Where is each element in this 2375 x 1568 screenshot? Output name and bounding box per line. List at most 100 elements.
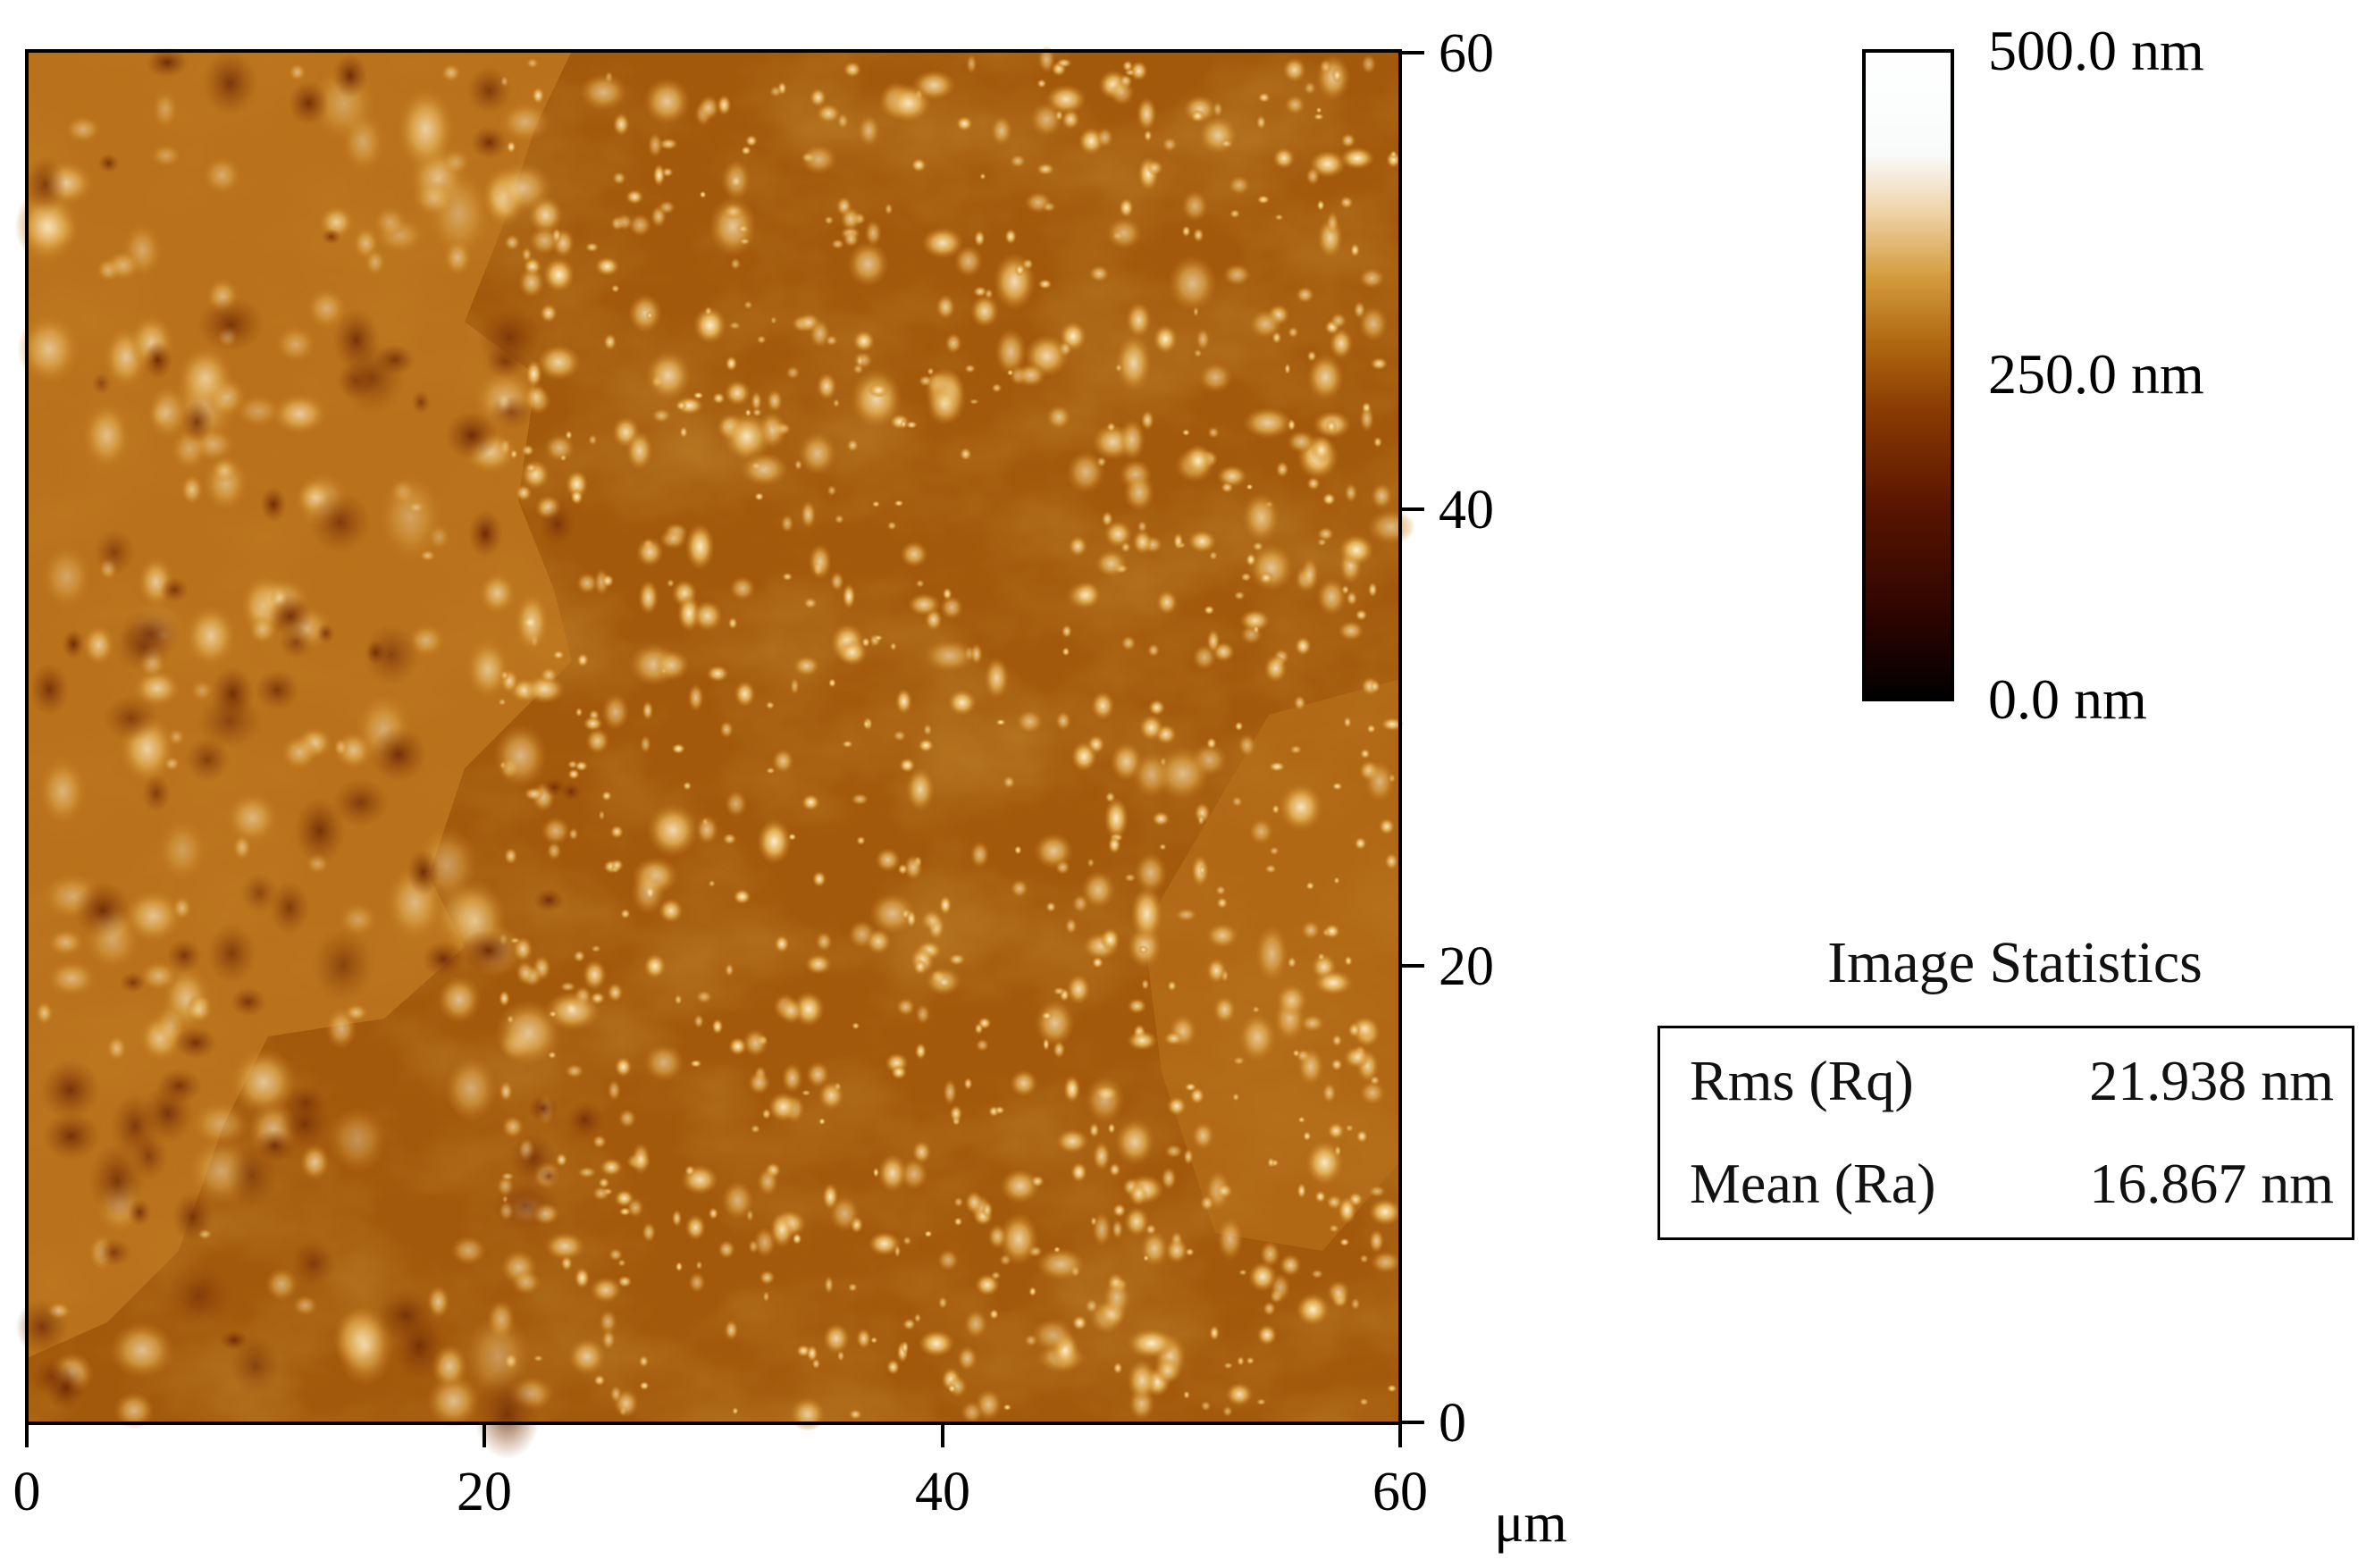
afm-grain bbox=[843, 231, 860, 247]
afm-grain bbox=[1233, 591, 1246, 600]
afm-grain bbox=[936, 294, 956, 320]
afm-grain bbox=[1350, 1297, 1361, 1311]
afm-grain bbox=[717, 94, 732, 116]
afm-grain bbox=[325, 1007, 357, 1050]
afm-grain bbox=[690, 1059, 702, 1068]
afm-grain bbox=[541, 817, 571, 845]
afm-grain bbox=[1317, 526, 1335, 541]
afm-pit bbox=[141, 774, 172, 813]
afm-grain bbox=[1144, 130, 1153, 142]
afm-grain bbox=[751, 390, 762, 412]
afm-grain bbox=[868, 382, 889, 398]
afm-grain bbox=[947, 689, 977, 716]
afm-grain bbox=[1238, 1012, 1277, 1062]
afm-grain bbox=[1213, 101, 1223, 118]
afm-grain bbox=[1122, 60, 1133, 72]
afm-grain bbox=[659, 898, 684, 924]
afm-grain bbox=[583, 959, 607, 991]
afm-grain bbox=[1359, 1254, 1369, 1263]
afm-grain bbox=[1339, 1237, 1350, 1247]
stats-value: 21.938 nm bbox=[2089, 1049, 2334, 1112]
afm-pit bbox=[239, 872, 279, 914]
afm-pit bbox=[539, 501, 575, 547]
afm-grain bbox=[1346, 591, 1358, 607]
afm-grain bbox=[1192, 1121, 1214, 1150]
afm-pit bbox=[103, 694, 159, 742]
afm-grain bbox=[1370, 356, 1389, 371]
afm-grain bbox=[1326, 1195, 1343, 1210]
stats-label: Mean (Ra) bbox=[1690, 1152, 1936, 1215]
afm-pit bbox=[46, 1363, 87, 1412]
afm-grain bbox=[615, 214, 634, 231]
afm-grain bbox=[1225, 1382, 1254, 1406]
afm-grain bbox=[1305, 166, 1321, 186]
afm-grain bbox=[1143, 1254, 1150, 1262]
afm-grain bbox=[601, 693, 630, 731]
afm-grain bbox=[1327, 1122, 1345, 1140]
afm-grain bbox=[1287, 430, 1315, 453]
afm-grain bbox=[607, 982, 624, 1002]
y-axis: 60 40 20 0 bbox=[1398, 23, 1494, 1454]
afm-grain bbox=[1088, 1122, 1100, 1138]
afm-grain bbox=[899, 1158, 928, 1191]
afm-pit bbox=[321, 228, 341, 245]
afm-grain bbox=[725, 790, 748, 818]
afm-pit bbox=[460, 928, 517, 973]
x-axis: 0 20 40 60 μm bbox=[13, 1421, 1567, 1554]
afm-grain bbox=[847, 1282, 858, 1292]
afm-grain bbox=[970, 295, 999, 328]
afm-grain bbox=[504, 234, 521, 251]
afm-pit bbox=[95, 1238, 133, 1267]
afm-grain bbox=[625, 189, 644, 205]
afm-grain bbox=[652, 164, 666, 187]
afm-pit bbox=[15, 1298, 70, 1355]
afm-grain bbox=[38, 757, 88, 826]
afm-grain bbox=[1360, 748, 1371, 759]
afm-grain bbox=[748, 1070, 770, 1095]
afm-grain bbox=[989, 1309, 999, 1320]
afm-grain bbox=[864, 220, 882, 247]
afm-grain bbox=[552, 650, 565, 660]
afm-grain bbox=[1199, 1195, 1215, 1212]
afm-grain bbox=[1088, 264, 1110, 282]
afm-grain bbox=[891, 1065, 907, 1080]
afm-grain bbox=[612, 113, 630, 137]
afm-grain bbox=[808, 543, 832, 581]
afm-grain bbox=[1004, 228, 1017, 245]
afm-grain bbox=[1100, 927, 1120, 952]
afm-grain bbox=[915, 1043, 927, 1061]
afm-grain bbox=[1311, 1269, 1324, 1279]
afm-grain bbox=[1036, 1247, 1087, 1280]
afm-grain bbox=[1229, 209, 1241, 219]
afm-grain bbox=[1119, 418, 1146, 461]
afm-pit bbox=[411, 390, 431, 415]
afm-pit bbox=[260, 486, 287, 523]
afm-grain bbox=[877, 1153, 908, 1193]
afm-grain bbox=[1112, 1219, 1123, 1239]
afm-grain bbox=[1223, 1362, 1234, 1370]
afm-grain bbox=[793, 459, 803, 471]
afm-grain bbox=[109, 1321, 175, 1379]
colorbar-min-label: 0.0 nm bbox=[1988, 667, 2147, 731]
afm-grain bbox=[856, 1328, 871, 1349]
afm-grain bbox=[899, 758, 916, 773]
afm-grain bbox=[412, 180, 457, 217]
afm-grain bbox=[536, 344, 582, 381]
afm-grain bbox=[651, 408, 672, 423]
afm-grain bbox=[1000, 1168, 1040, 1203]
afm-grain bbox=[1190, 109, 1205, 122]
afm-grain bbox=[1350, 243, 1360, 257]
afm-grain bbox=[1092, 1141, 1111, 1171]
afm-grain bbox=[894, 499, 904, 507]
afm-grain bbox=[540, 667, 558, 683]
afm-grain bbox=[748, 1239, 759, 1254]
afm-grain bbox=[1327, 1280, 1350, 1304]
afm-grain bbox=[893, 730, 907, 742]
afm-grain bbox=[870, 1337, 878, 1344]
afm-grain bbox=[1255, 924, 1288, 984]
afm-grain bbox=[592, 1186, 610, 1202]
afm-grain bbox=[721, 158, 751, 201]
afm-grain bbox=[842, 583, 856, 609]
afm-grain bbox=[781, 1062, 803, 1094]
afm-grain bbox=[995, 718, 1006, 726]
